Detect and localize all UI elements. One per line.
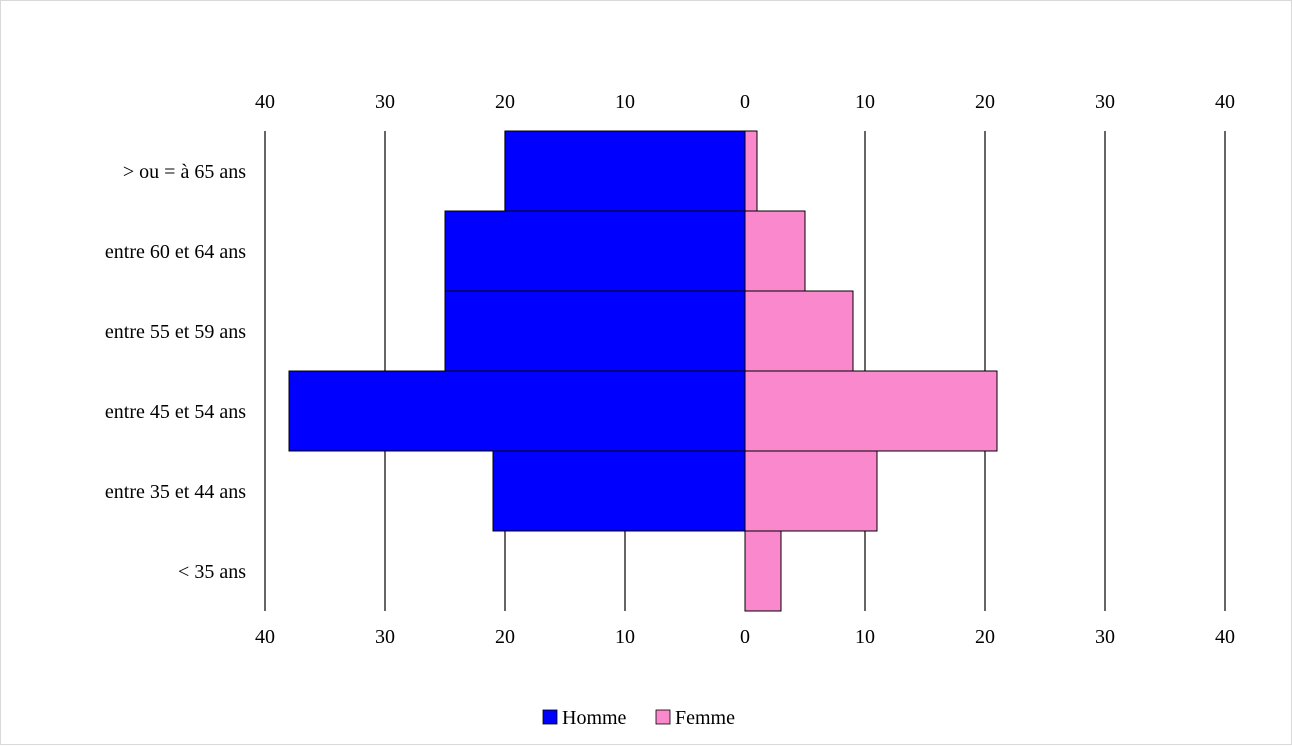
x-tick-label-bottom: 30 [1095,626,1115,648]
bar-femme [744,530,782,612]
x-tick-label-bottom: 10 [855,626,875,648]
bars [288,130,998,612]
bar-femme [744,130,758,212]
x-tick-label-top: 10 [855,91,875,113]
legend-swatch-homme [542,709,558,725]
bottom-axis: 40 30 20 10 0 10 20 30 40 [255,626,1235,648]
x-tick-label-top: 40 [1215,91,1235,113]
legend: Homme Femme [542,707,735,729]
bar-femme [744,290,854,372]
bar-homme [504,130,746,212]
x-tick-label-top: 20 [975,91,995,113]
bar-femme [744,210,806,292]
x-tick-label-bottom: 0 [740,626,750,648]
category-label: entre 45 et 54 ans [105,401,246,423]
x-tick-label-top: 30 [375,91,395,113]
category-label: > ou = à 65 ans [123,161,246,183]
top-axis: 40 30 20 10 0 10 20 30 40 [255,91,1235,113]
x-tick-label-top: 40 [255,91,275,113]
x-tick-label-top: 10 [615,91,635,113]
x-tick-label-bottom: 10 [615,626,635,648]
category-label: entre 35 et 44 ans [105,481,246,503]
category-label: entre 55 et 59 ans [105,321,246,343]
x-tick-label-top: 20 [495,91,515,113]
legend-label-femme: Femme [675,707,735,729]
bar-homme [492,450,746,532]
bar-femme [744,370,998,452]
x-tick-label-bottom: 20 [495,626,515,648]
x-tick-label-bottom: 40 [1215,626,1235,648]
category-label: entre 60 et 64 ans [105,241,246,263]
x-tick-label-top: 0 [740,91,750,113]
bar-homme [288,370,746,452]
x-tick-label-bottom: 30 [375,626,395,648]
category-axis: > ou = à 65 ans entre 60 et 64 ans entre 5… [105,161,246,583]
x-tick-label-top: 30 [1095,91,1115,113]
x-tick-label-bottom: 40 [255,626,275,648]
legend-label-homme: Homme [562,707,627,729]
legend-swatch-femme [655,709,671,725]
bar-homme [444,290,746,372]
bar-homme [444,210,746,292]
x-tick-label-bottom: 20 [975,626,995,648]
bar-femme [744,450,878,532]
category-label: < 35 ans [178,561,246,583]
